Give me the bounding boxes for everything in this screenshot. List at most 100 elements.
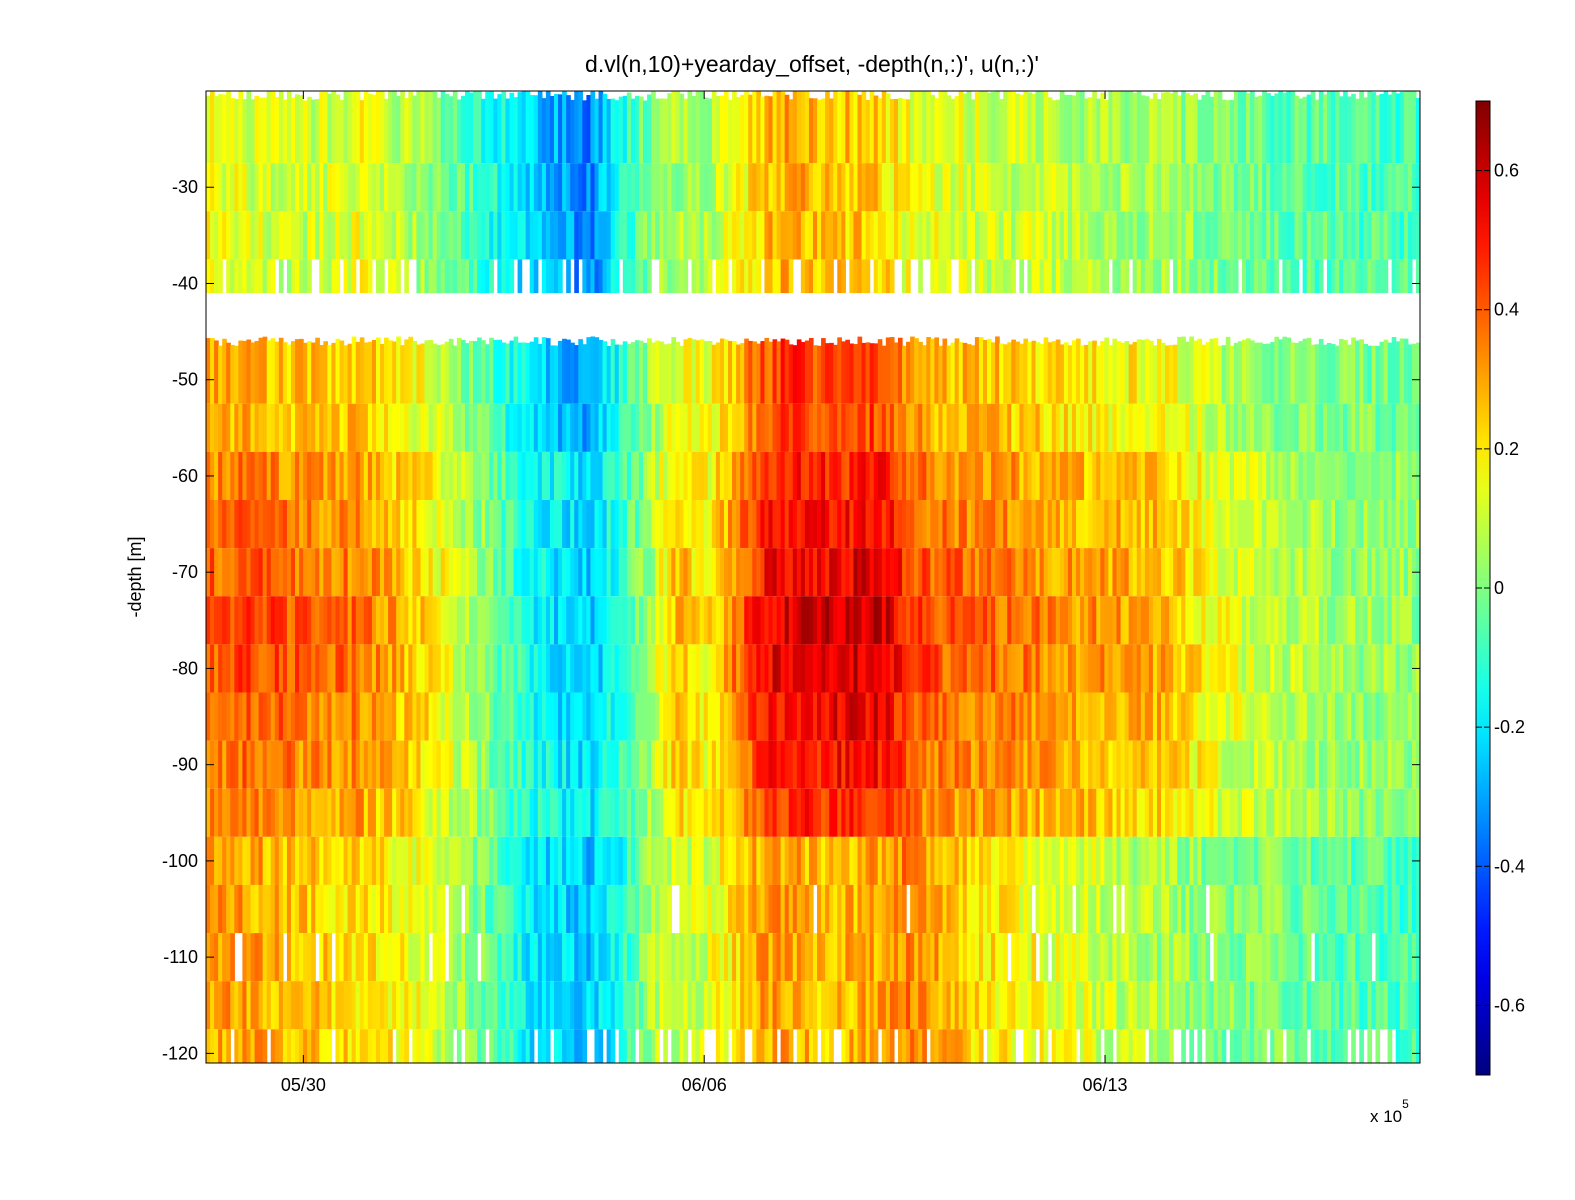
heatmap-cell: [351, 740, 357, 789]
heatmap-cell: [339, 596, 345, 645]
heatmap-cell: [695, 500, 701, 549]
heatmap-cell: [513, 211, 519, 260]
heatmap-cell: [667, 884, 672, 934]
heatmap-cell: [1031, 692, 1037, 741]
heatmap-cell: [715, 451, 721, 501]
heatmap-cell: [1080, 91, 1085, 164]
heatmap-cell: [440, 500, 446, 549]
heatmap-cell: [655, 836, 660, 885]
heatmap-cell: [493, 500, 498, 549]
heatmap-cell: [922, 981, 927, 1030]
heatmap-cell: [995, 788, 1000, 837]
heatmap-cell: [1039, 740, 1045, 789]
heatmap-cell: [1237, 500, 1243, 549]
heatmap-cell: [728, 981, 733, 1030]
heatmap-cell: [618, 344, 624, 404]
heatmap-cell: [347, 403, 353, 452]
heatmap-cell: [1161, 1029, 1166, 1063]
heatmap-cell: [849, 211, 855, 260]
heatmap-cell: [667, 343, 672, 404]
heatmap-cell: [505, 163, 511, 212]
heatmap-cell: [278, 337, 284, 404]
heatmap-cell: [1019, 343, 1025, 404]
heatmap-cell: [400, 91, 405, 164]
heatmap-cell: [999, 500, 1004, 549]
heatmap-cell: [1237, 451, 1243, 501]
heatmap-cell: [448, 933, 454, 982]
heatmap-cell: [744, 451, 749, 501]
heatmap-cell: [270, 884, 276, 934]
heatmap-cell: [307, 548, 312, 597]
heatmap-cell: [307, 884, 312, 934]
heatmap-cell: [303, 981, 308, 1030]
heatmap-cell: [804, 340, 810, 404]
heatmap-cell: [873, 163, 879, 212]
heatmap-cell: [1055, 981, 1061, 1030]
heatmap-cell: [667, 93, 672, 164]
heatmap-cell: [1023, 91, 1029, 164]
heatmap-cell: [436, 788, 442, 837]
heatmap-cell: [792, 692, 798, 741]
heatmap-cell: [1120, 403, 1126, 452]
heatmap-cell: [404, 981, 409, 1030]
heatmap-cell: [1051, 211, 1057, 260]
heatmap-cell: [290, 259, 296, 294]
heatmap-cell: [800, 644, 806, 693]
heatmap-cell: [319, 92, 324, 164]
heatmap-cell: [1225, 596, 1231, 645]
heatmap-cell: [618, 403, 624, 452]
heatmap-cell: [1229, 836, 1235, 885]
heatmap-cell: [1201, 740, 1207, 789]
heatmap-cell: [1100, 500, 1105, 549]
heatmap-cell: [513, 644, 519, 693]
heatmap-cell: [1229, 548, 1235, 597]
heatmap-cell: [926, 596, 931, 645]
heatmap-cell: [1193, 644, 1199, 693]
heatmap-cell: [210, 692, 215, 741]
heatmap-cell: [1015, 451, 1020, 501]
heatmap-cell: [335, 884, 341, 934]
heatmap-cell: [703, 211, 709, 260]
heatmap-cell: [926, 91, 931, 164]
heatmap-cell: [703, 500, 709, 549]
heatmap-cell: [1096, 981, 1101, 1030]
heatmap-cell: [351, 788, 357, 837]
heatmap-cell: [1254, 788, 1259, 837]
heatmap-cell: [958, 692, 964, 741]
heatmap-cell: [517, 548, 523, 597]
heatmap-cell: [1023, 1029, 1029, 1063]
heatmap-cell: [902, 836, 907, 885]
heatmap-cell: [999, 692, 1004, 741]
heatmap-cell: [744, 740, 749, 789]
heatmap-cell: [554, 451, 559, 501]
heatmap-cell: [464, 548, 470, 597]
heatmap-cell: [509, 884, 515, 934]
heatmap-cell: [768, 933, 774, 982]
heatmap-cell: [436, 97, 442, 164]
heatmap-cell: [250, 451, 256, 501]
heatmap-cell: [675, 788, 681, 837]
heatmap-cell: [1165, 644, 1170, 693]
heatmap-cell: [1076, 338, 1081, 404]
heatmap-cell: [1071, 740, 1077, 789]
heatmap-cell: [849, 981, 855, 1030]
heatmap-cell: [412, 163, 418, 212]
heatmap-cell: [1181, 740, 1186, 789]
heatmap-cell: [897, 548, 903, 597]
heatmap-cell: [1011, 548, 1016, 597]
heatmap-cell: [1108, 211, 1114, 260]
heatmap-cell: [1047, 163, 1053, 212]
heatmap-cell: [222, 548, 227, 597]
heatmap-cell: [938, 788, 944, 837]
heatmap-cell: [1173, 548, 1178, 597]
heatmap-cell: [347, 692, 353, 741]
heatmap-cell: [602, 644, 608, 693]
heatmap-cell: [436, 836, 442, 885]
heatmap-cell: [1185, 740, 1190, 789]
heatmap-cell: [315, 981, 320, 1030]
heatmap-cell: [485, 344, 490, 404]
heatmap-cell: [667, 740, 672, 789]
heatmap-cell: [711, 548, 717, 597]
heatmap-cell: [254, 1029, 260, 1063]
heatmap-cell: [999, 163, 1004, 212]
